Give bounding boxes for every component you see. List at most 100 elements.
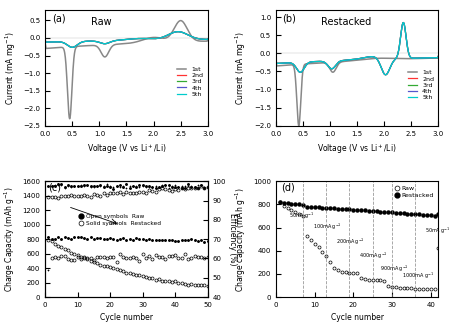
Restacked	[276, 200, 282, 204]
5th	[382, 73, 387, 77]
Line: 1st: 1st	[275, 56, 437, 126]
3rd	[175, 30, 180, 34]
1st	[376, 56, 382, 60]
Raw	[338, 270, 344, 274]
Raw	[400, 286, 405, 290]
Restacked	[334, 207, 340, 211]
5th	[435, 54, 440, 58]
Restacked	[288, 202, 294, 206]
Restacked	[281, 201, 286, 205]
1st	[178, 18, 183, 22]
Raw	[288, 208, 294, 212]
X-axis label: Cycle number: Cycle number	[330, 314, 383, 322]
X-axis label: Cycle number: Cycle number	[100, 314, 152, 322]
3rd	[376, 61, 382, 65]
Raw	[431, 287, 436, 291]
Line: 2nd: 2nd	[45, 32, 207, 47]
Raw	[369, 278, 374, 282]
Line: 4th: 4th	[45, 32, 207, 47]
2nd	[205, 37, 210, 41]
1st	[52, 46, 58, 50]
5th	[175, 30, 180, 34]
Restacked	[284, 202, 290, 206]
Raw	[373, 278, 378, 282]
3rd	[205, 37, 210, 41]
1st	[295, 124, 301, 128]
Restacked	[415, 213, 421, 216]
Restacked	[354, 208, 359, 212]
Restacked	[299, 203, 305, 207]
4th	[137, 37, 142, 41]
Restacked	[365, 209, 371, 213]
5th	[413, 56, 418, 60]
Line: 1st: 1st	[45, 20, 207, 119]
Restacked	[404, 212, 410, 215]
Text: (d): (d)	[280, 182, 294, 192]
Restacked	[315, 205, 321, 209]
Restacked	[396, 211, 401, 215]
4th	[182, 32, 188, 36]
4th	[435, 54, 440, 58]
Restacked	[388, 211, 394, 214]
Restacked	[442, 211, 448, 215]
1st	[205, 38, 210, 42]
2nd	[182, 32, 188, 36]
Raw	[358, 276, 363, 280]
5th	[400, 20, 405, 24]
Legend: Open symbols  Raw, Solid symbols  Restacked: Open symbols Raw, Solid symbols Restacke…	[77, 213, 161, 227]
Legend: 1st, 2nd, 3rd, 4th, 5th: 1st, 2nd, 3rd, 4th, 5th	[175, 65, 204, 98]
Line: Restacked: Restacked	[278, 201, 451, 217]
2nd	[141, 37, 147, 41]
4th	[175, 30, 180, 34]
Text: (b): (b)	[282, 14, 296, 23]
Restacked	[427, 214, 433, 217]
1st	[137, 39, 142, 43]
1st	[166, 34, 171, 38]
Raw	[450, 242, 451, 246]
Restacked	[292, 202, 297, 206]
4th	[400, 20, 405, 24]
1st	[182, 24, 188, 28]
4th	[146, 37, 151, 41]
Text: 900mA g$^{-1}$: 900mA g$^{-1}$	[380, 264, 408, 274]
Legend: 1st, 2nd, 3rd, 4th, 5th: 1st, 2nd, 3rd, 4th, 5th	[405, 69, 434, 102]
Text: 50mA g$^{-1}$: 50mA g$^{-1}$	[289, 210, 314, 220]
3rd	[400, 20, 405, 24]
4th	[272, 56, 278, 60]
Raw	[334, 268, 340, 272]
Line: 2nd: 2nd	[275, 22, 437, 75]
Text: 200mA g$^{-1}$: 200mA g$^{-1}$	[335, 237, 364, 247]
Raw	[315, 245, 321, 249]
Raw	[396, 285, 401, 289]
4th	[382, 73, 387, 77]
Raw	[419, 287, 425, 291]
4th	[52, 40, 58, 44]
5th	[396, 44, 401, 48]
3rd	[52, 40, 58, 44]
Restacked	[338, 207, 344, 211]
1st	[146, 36, 151, 40]
3rd	[396, 44, 401, 48]
2nd	[367, 55, 372, 59]
5th	[137, 37, 142, 41]
Restacked	[385, 210, 390, 214]
3rd	[146, 37, 151, 41]
Y-axis label: Charge Capacity (mAh g$^{-1}$): Charge Capacity (mAh g$^{-1}$)	[2, 186, 17, 292]
Raw	[342, 270, 348, 274]
Raw	[404, 286, 410, 290]
2nd	[146, 37, 151, 41]
Text: (a): (a)	[51, 14, 65, 23]
1st	[435, 54, 440, 58]
4th	[396, 44, 401, 48]
Raw	[284, 206, 290, 210]
3rd	[272, 56, 278, 60]
Raw	[361, 277, 367, 281]
2nd	[396, 44, 401, 48]
2nd	[166, 33, 171, 37]
4th	[413, 56, 418, 60]
4th	[69, 45, 75, 49]
2nd	[42, 38, 48, 42]
Line: Raw: Raw	[278, 201, 451, 291]
4th	[371, 55, 377, 59]
3rd	[435, 54, 440, 58]
